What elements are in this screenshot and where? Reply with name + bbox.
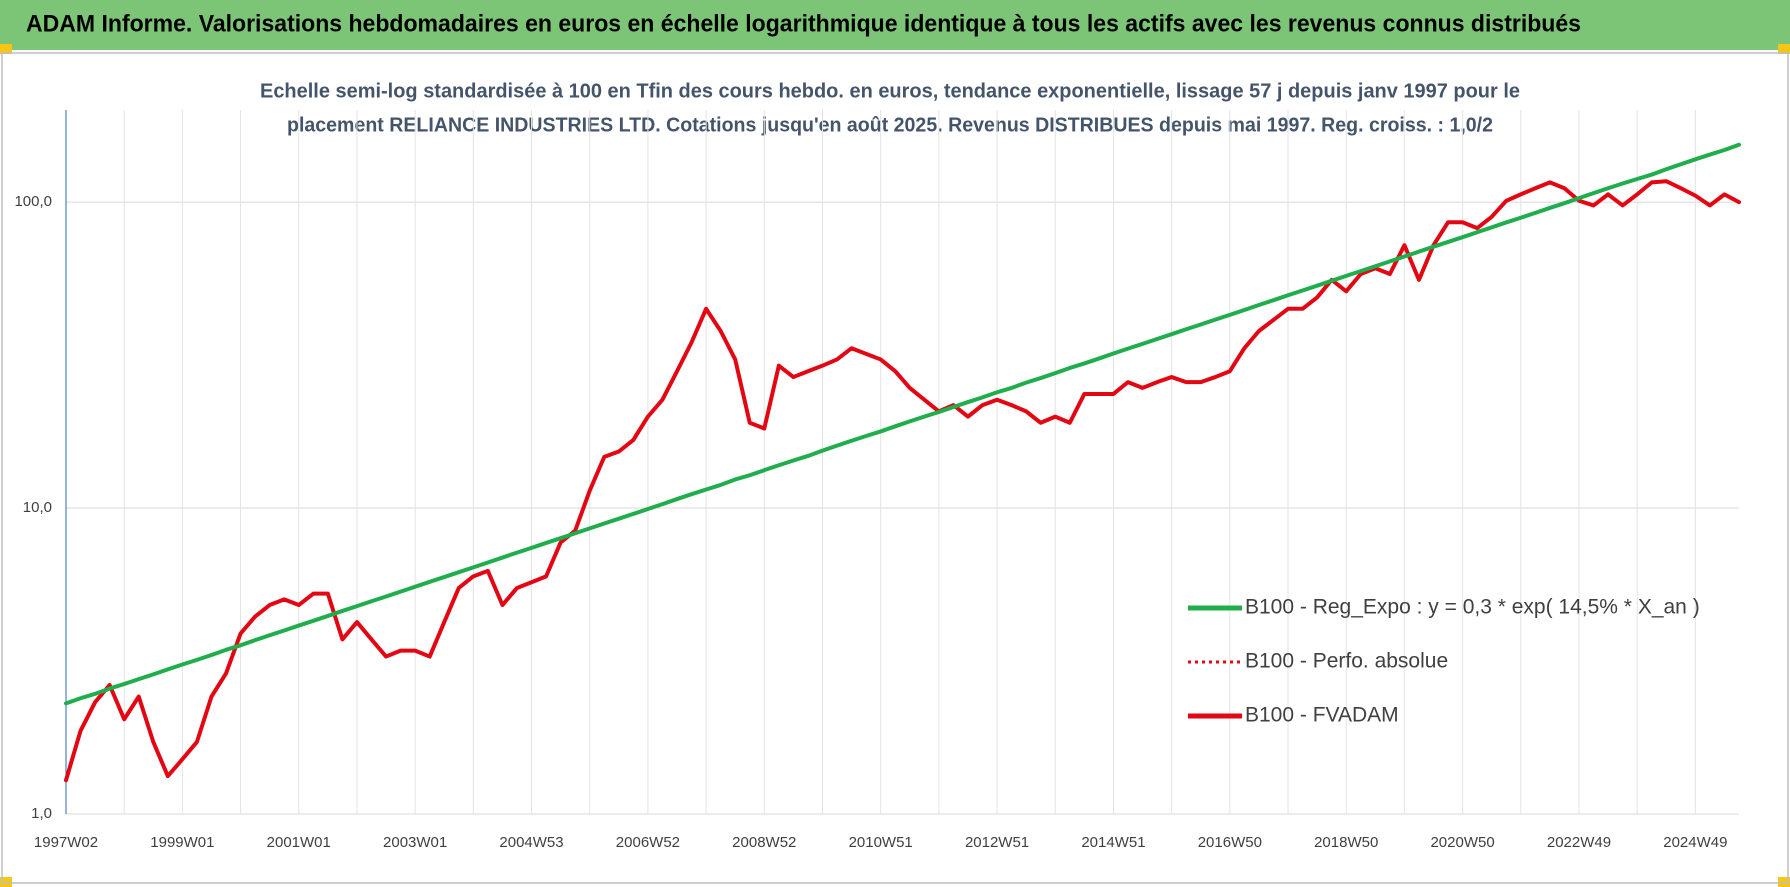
- x-tick-label: 2022W49: [1547, 834, 1611, 851]
- legend-label: B100 - FVADAM: [1245, 704, 1399, 727]
- legend-label: B100 - Reg_Expo : y = 0,3 * exp( 14,5% *…: [1245, 596, 1700, 619]
- x-tick-label: 2010W51: [849, 834, 913, 851]
- series-line: [64, 179, 1741, 782]
- chart-subtitle: Echelle semi-log standardisée à 100 en T…: [260, 80, 1520, 102]
- legend-label: B100 - Perfo. absolue: [1245, 650, 1448, 673]
- corner: [0, 877, 12, 887]
- plot-area: [64, 142, 1741, 783]
- series-line: [64, 179, 1741, 783]
- x-tick-label: 2003W01: [383, 834, 447, 851]
- y-tick-label: 10,0: [23, 499, 52, 516]
- x-tick-label: 2024W49: [1663, 834, 1727, 851]
- x-tick-label: 2001W01: [267, 834, 331, 851]
- grid: [65, 110, 1739, 815]
- chart-title: ADAM Informe. Valorisations hebdomadaire…: [26, 10, 1581, 37]
- series-line: [64, 142, 1741, 706]
- x-tick-label: 1999W01: [150, 834, 214, 851]
- corner: [1778, 44, 1790, 54]
- chart-frame: [1, 52, 1789, 884]
- axis-labels: 1,0 10,0 100,0 1997W02 1999W01 2001W01 2003W01…: [14, 193, 1727, 851]
- x-tick-label: 2016W50: [1198, 834, 1262, 851]
- corner: [1778, 877, 1790, 887]
- y-tick-label: 1,0: [31, 805, 52, 822]
- x-tick-label: 2014W51: [1081, 834, 1145, 851]
- x-tick-label: 2018W50: [1314, 834, 1378, 851]
- x-tick-label: 2008W52: [732, 834, 796, 851]
- x-tick-label: 2006W52: [616, 834, 680, 851]
- x-tick-label: 1997W02: [34, 834, 98, 851]
- chart-subtitle: placement RELIANCE INDUSTRIES LTD. Cotat…: [287, 114, 1493, 136]
- legend: B100 - Reg_Expo : y = 0,3 * exp( 14,5% *…: [1188, 596, 1700, 727]
- corner: [0, 44, 12, 54]
- y-tick-label: 100,0: [14, 193, 52, 210]
- x-tick-label: 2012W51: [965, 834, 1029, 851]
- x-tick-label: 2020W50: [1430, 834, 1494, 851]
- header-bar: [0, 0, 1790, 50]
- x-tick-label: 2004W53: [499, 834, 563, 851]
